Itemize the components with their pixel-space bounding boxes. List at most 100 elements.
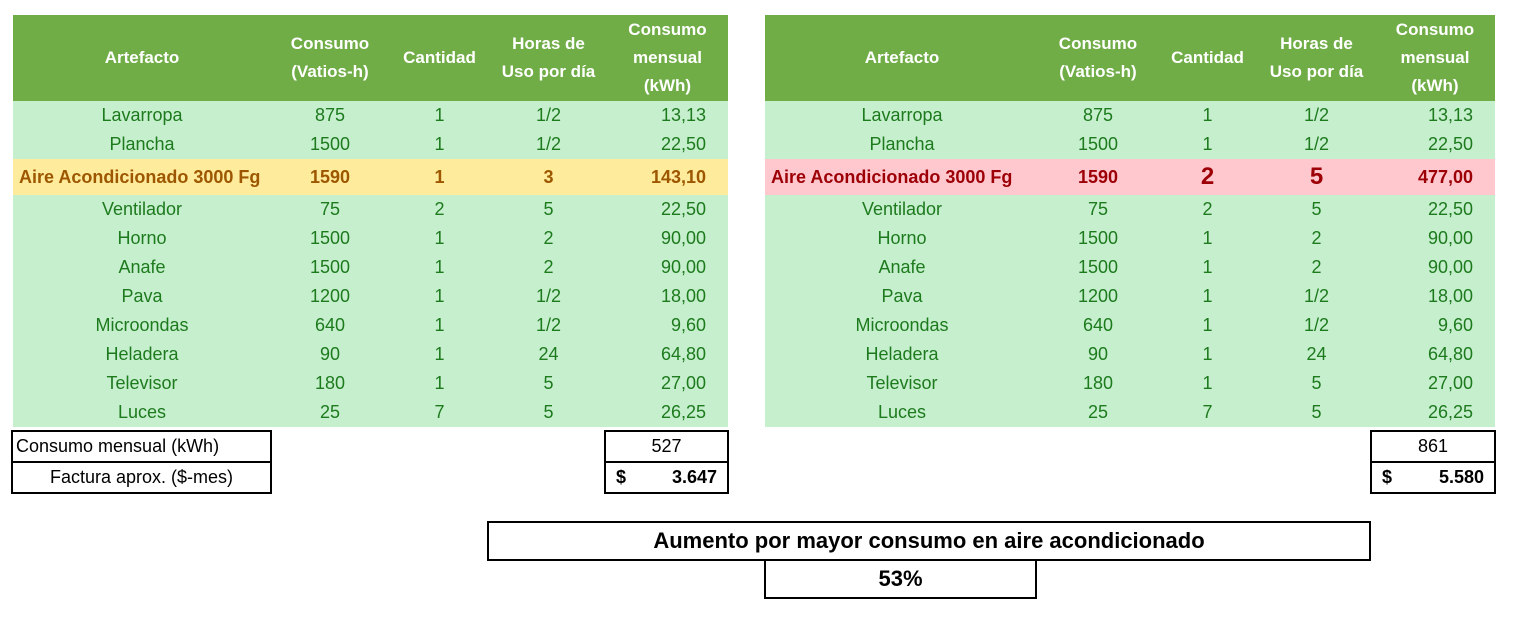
cell-cantidad: 7 [1157, 398, 1258, 427]
cell-horas: 5 [490, 195, 607, 224]
cell-consumo: 180 [271, 369, 389, 398]
table-row: Heladera 90 1 24 64,80 [765, 340, 1495, 369]
table-row: Luces 25 7 5 26,25 [13, 398, 728, 427]
cell-cantidad: 1 [389, 369, 490, 398]
cell-horas: 5 [1258, 159, 1375, 195]
cell-horas: 1/2 [1258, 282, 1375, 311]
table-row: Pava 1200 1 1/2 18,00 [13, 282, 728, 311]
cell-artefacto: Anafe [13, 253, 271, 282]
cell-consumo: 1500 [1039, 130, 1157, 159]
cell-cantidad: 2 [389, 195, 490, 224]
table-body: Lavarropa 875 1 1/2 13,13 Plancha 1500 1 1/2 22,5… [13, 101, 728, 427]
cell-consumo: 1590 [271, 159, 389, 195]
cell-cantidad: 1 [1157, 253, 1258, 282]
column-header: Artefacto [13, 15, 271, 101]
table-row: Luces 25 7 5 26,25 [765, 398, 1495, 427]
table-row: Heladera 90 1 24 64,80 [13, 340, 728, 369]
cell-mensual: 13,13 [1375, 101, 1495, 130]
cell-artefacto: Microondas [765, 311, 1039, 340]
cell-artefacto: Plancha [765, 130, 1039, 159]
cell-horas: 1/2 [490, 282, 607, 311]
cell-consumo: 1200 [1039, 282, 1157, 311]
cell-mensual: 18,00 [1375, 282, 1495, 311]
cell-horas: 2 [490, 224, 607, 253]
cell-cantidad: 1 [389, 282, 490, 311]
table-row: Televisor 180 1 5 27,00 [765, 369, 1495, 398]
cell-mensual: 90,00 [1375, 224, 1495, 253]
cell-cantidad: 1 [1157, 369, 1258, 398]
cell-mensual: 22,50 [1375, 195, 1495, 224]
table-header-row: Artefacto Consumo (Vatios-h) Cantidad Horas… [765, 15, 1495, 101]
cell-horas: 1/2 [1258, 130, 1375, 159]
cell-mensual: 26,25 [1375, 398, 1495, 427]
column-header: Consumo mensual (kWh) [607, 15, 728, 101]
cell-artefacto: Pava [765, 282, 1039, 311]
cell-artefacto: Luces [765, 398, 1039, 427]
table-row: Lavarropa 875 1 1/2 13,13 [13, 101, 728, 130]
cell-artefacto: Ventilador [13, 195, 271, 224]
factura-amount: 3.647 [671, 467, 717, 487]
table-row: Microondas 640 1 1/2 9,60 [13, 311, 728, 340]
cell-cantidad: 1 [389, 224, 490, 253]
cell-horas: 5 [1258, 398, 1375, 427]
cell-mensual: 22,50 [607, 130, 728, 159]
table-row: Anafe 1500 1 2 90,00 [765, 253, 1495, 282]
cell-cantidad: 1 [1157, 340, 1258, 369]
summary-title: Aumento por mayor consumo en aire acondi… [487, 521, 1371, 561]
cell-consumo: 1500 [1039, 224, 1157, 253]
factura-total-right: $ 5.580 [1370, 461, 1496, 494]
cell-artefacto: Heladera [13, 340, 271, 369]
cell-consumo: 640 [1039, 311, 1157, 340]
column-header: Consumo mensual (kWh) [1375, 15, 1495, 101]
cell-horas: 1/2 [1258, 311, 1375, 340]
cell-cantidad: 1 [389, 159, 490, 195]
cell-mensual: 26,25 [607, 398, 728, 427]
cell-artefacto: Aire Acondicionado 3000 Fg [765, 159, 1039, 195]
cell-cantidad: 1 [389, 101, 490, 130]
cell-mensual: 27,00 [1375, 369, 1495, 398]
cell-cantidad: 1 [1157, 282, 1258, 311]
cell-consumo: 25 [271, 398, 389, 427]
cell-mensual: 143,10 [607, 159, 728, 195]
factura-total-left: $ 3.647 [604, 461, 729, 494]
cell-mensual: 64,80 [607, 340, 728, 369]
cell-artefacto: Heladera [765, 340, 1039, 369]
table-row: Horno 1500 1 2 90,00 [765, 224, 1495, 253]
table-row: Aire Acondicionado 3000 Fg 1590 2 5 477,00 [765, 159, 1495, 195]
table-row: Microondas 640 1 1/2 9,60 [765, 311, 1495, 340]
cell-consumo: 25 [1039, 398, 1157, 427]
cell-mensual: 22,50 [607, 195, 728, 224]
cell-artefacto: Televisor [765, 369, 1039, 398]
table-row: Aire Acondicionado 3000 Fg 1590 1 3 143,10 [13, 159, 728, 195]
cell-consumo: 1590 [1039, 159, 1157, 195]
cell-mensual: 9,60 [607, 311, 728, 340]
cell-consumo: 1500 [1039, 253, 1157, 282]
cell-horas: 1/2 [1258, 101, 1375, 130]
cell-mensual: 90,00 [607, 253, 728, 282]
cell-horas: 3 [490, 159, 607, 195]
cell-consumo: 1500 [271, 253, 389, 282]
cell-cantidad: 1 [389, 130, 490, 159]
cell-mensual: 477,00 [1375, 159, 1495, 195]
cell-mensual: 27,00 [607, 369, 728, 398]
cell-consumo: 75 [271, 195, 389, 224]
cell-cantidad: 1 [1157, 311, 1258, 340]
cell-cantidad: 1 [389, 311, 490, 340]
cell-consumo: 90 [271, 340, 389, 369]
cell-horas: 5 [490, 369, 607, 398]
cell-cantidad: 2 [1157, 195, 1258, 224]
factura-amount: 5.580 [1438, 467, 1484, 487]
table-row: Pava 1200 1 1/2 18,00 [765, 282, 1495, 311]
factura-label: Factura aprox. ($-mes) [11, 461, 272, 494]
table-row: Horno 1500 1 2 90,00 [13, 224, 728, 253]
currency-symbol: $ [616, 467, 627, 487]
consumption-table-left: Artefacto Consumo (Vatios-h) Cantidad Horas… [13, 15, 728, 427]
cell-artefacto: Lavarropa [765, 101, 1039, 130]
cell-cantidad: 1 [389, 340, 490, 369]
column-header: Horas de Uso por día [1258, 15, 1375, 101]
consumo-total-right: 861 [1370, 430, 1496, 463]
cell-horas: 1/2 [490, 101, 607, 130]
cell-consumo: 90 [1039, 340, 1157, 369]
table-row: Lavarropa 875 1 1/2 13,13 [765, 101, 1495, 130]
cell-consumo: 1500 [271, 130, 389, 159]
